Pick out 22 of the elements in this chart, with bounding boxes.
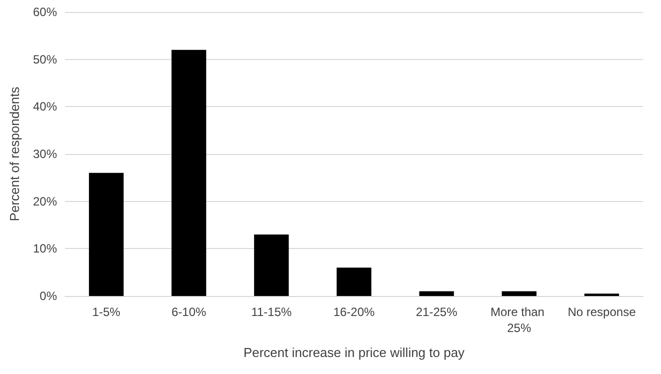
y-tick-label: 20% [32, 194, 58, 208]
bar [419, 291, 454, 296]
y-tick-label: 30% [32, 147, 58, 161]
x-tick-label: 11-15% [251, 305, 292, 319]
bar [172, 50, 206, 296]
bar [502, 291, 536, 296]
x-tick-label: No response [568, 305, 636, 319]
x-tick-label: More than 25% [490, 305, 548, 335]
y-tick-label: 40% [32, 100, 58, 114]
bar [88, 172, 124, 296]
x-axis-title: Percent increase in price willing to pay [243, 345, 466, 360]
x-tick-label: 6-10% [172, 305, 207, 319]
x-tick-label: 1-5% [92, 305, 121, 319]
x-tick-label: 21-25% [416, 305, 458, 319]
x-tick-label: 16-20% [333, 305, 376, 319]
bar [254, 234, 289, 296]
y-tick-label: 50% [32, 52, 58, 66]
y-tick-label: 10% [32, 242, 58, 256]
y-axis-title: Percent of respondents [7, 86, 22, 222]
bar [336, 268, 372, 296]
y-tick-label: 60% [32, 5, 58, 19]
y-tick-label: 0% [40, 289, 58, 303]
